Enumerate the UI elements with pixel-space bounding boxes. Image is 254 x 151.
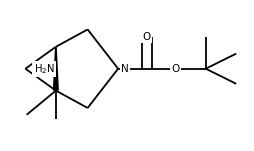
Text: O: O	[172, 64, 180, 74]
Text: H$_2$N: H$_2$N	[34, 62, 55, 76]
Text: O: O	[143, 32, 151, 42]
Text: N: N	[121, 64, 129, 74]
Polygon shape	[53, 47, 59, 91]
